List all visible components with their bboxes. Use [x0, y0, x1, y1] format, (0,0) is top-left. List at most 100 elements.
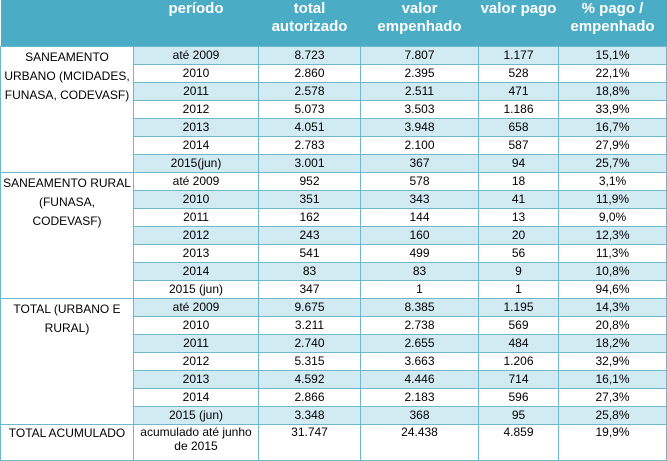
cell-total-autorizado: 541	[258, 244, 361, 263]
table-row: 2012 243 160 20 12,3%	[1, 226, 667, 245]
cell-valor-pago: 94	[478, 154, 559, 173]
header-cell-valor-empenhado: valor empenhado	[360, 0, 479, 47]
cell-periodo: 2012	[133, 100, 259, 119]
cell-periodo: 2014	[133, 136, 259, 155]
cell-valor-empenhado: 499	[360, 244, 479, 263]
cell-valor-empenhado: 2.738	[360, 316, 479, 335]
cell-percent-pago: 16,1%	[558, 370, 667, 389]
cell-valor-pago: 1.206	[478, 352, 559, 371]
cell-valor-pago: 95	[478, 406, 559, 425]
table-row: 2012 5.073 3.503 1.186 33,9%	[1, 100, 667, 119]
group-label-urbano: SANEAMENTO URBANO (MCIDADES, FUNASA, COD…	[0, 46, 134, 173]
cell-total-autorizado: 3.211	[258, 316, 361, 335]
cell-valor-empenhado: 578	[360, 172, 479, 191]
cell-percent-pago: 12,3%	[558, 226, 667, 245]
cell-valor-pago: 587	[478, 136, 559, 155]
cell-percent-pago: 27,3%	[558, 388, 667, 407]
cell-periodo: 2011	[133, 334, 259, 353]
cell-total-autorizado: 83	[258, 262, 361, 281]
cell-percent-pago: 32,9%	[558, 352, 667, 371]
cell-valor-empenhado: 3.948	[360, 118, 479, 137]
cell-total-autorizado: 31.747	[258, 424, 361, 461]
cell-percent-pago: 16,7%	[558, 118, 667, 137]
cell-percent-pago: 94,6%	[558, 280, 667, 299]
cell-valor-empenhado: 3.663	[360, 352, 479, 371]
cell-valor-pago: 4.859	[478, 424, 559, 461]
cell-periodo: 2011	[133, 208, 259, 227]
cell-valor-empenhado: 367	[360, 154, 479, 173]
header-cell-periodo: período	[133, 0, 259, 47]
cell-total-autorizado: 3.348	[258, 406, 361, 425]
cell-periodo: 2014	[133, 388, 259, 407]
table-row: SANEAMENTO URBANO (MCIDADES, FUNASA, COD…	[0, 46, 667, 173]
cell-valor-pago: 569	[478, 316, 559, 335]
cell-total-autorizado: 162	[258, 208, 361, 227]
cell-valor-pago: 1.186	[478, 100, 559, 119]
table-row: 2015 (jun) 347 1 1 94,6%	[1, 280, 667, 299]
cell-valor-empenhado: 2.395	[360, 64, 479, 83]
cell-total-autorizado: 3.001	[258, 154, 361, 173]
cell-total-autorizado: 243	[258, 226, 361, 245]
cell-valor-empenhado: 2.100	[360, 136, 479, 155]
cell-percent-pago: 18,8%	[558, 82, 667, 101]
cell-total-autorizado: 5.315	[258, 352, 361, 371]
table-row: 2015 (jun) 3.348 368 95 25,8%	[1, 406, 667, 425]
cell-total-autorizado: 2.866	[258, 388, 361, 407]
cell-valor-pago: 13	[478, 208, 559, 227]
cell-periodo: 2013	[133, 370, 259, 389]
cell-periodo: 2013	[133, 244, 259, 263]
cell-percent-pago: 25,7%	[558, 154, 667, 173]
cell-valor-pago: 1.195	[478, 298, 559, 317]
cell-valor-empenhado: 8.385	[360, 298, 479, 317]
cell-total-autorizado: 5.073	[258, 100, 361, 119]
cell-total-autorizado: 9.675	[258, 298, 361, 317]
cell-valor-pago: 658	[478, 118, 559, 137]
cell-valor-pago: 484	[478, 334, 559, 353]
cell-valor-pago: 41	[478, 190, 559, 209]
cell-periodo: 2010	[133, 64, 259, 83]
cell-valor-pago: 528	[478, 64, 559, 83]
header-cell-total-autorizado: total autorizado	[258, 0, 361, 47]
group-label-total-acumulado: TOTAL ACUMULADO	[0, 424, 134, 461]
table-row: 2011 2.740 2.655 484 18,2%	[1, 334, 667, 353]
cell-periodo: 2010	[133, 190, 259, 209]
cell-valor-pago: 1.177	[478, 46, 559, 65]
group-label-total: TOTAL (URBANO E RURAL)	[0, 298, 134, 425]
cell-total-autorizado: 347	[258, 280, 361, 299]
cell-percent-pago: 14,3%	[558, 298, 667, 317]
cell-valor-empenhado: 24.438	[360, 424, 479, 461]
table-row: 2012 5.315 3.663 1.206 32,9%	[1, 352, 667, 371]
cell-total-autorizado: 2.783	[258, 136, 361, 155]
header-cell-valor-pago: valor pago	[478, 0, 559, 47]
cell-valor-pago: 471	[478, 82, 559, 101]
table-row: 2014 2.783 2.100 587 27,9%	[1, 136, 667, 155]
table-row: 2011 162 144 13 9,0%	[1, 208, 667, 227]
cell-periodo: 2012	[133, 226, 259, 245]
cell-valor-pago: 20	[478, 226, 559, 245]
cell-valor-empenhado: 7.807	[360, 46, 479, 65]
cell-valor-empenhado: 4.446	[360, 370, 479, 389]
cell-percent-pago: 15,1%	[558, 46, 667, 65]
cell-periodo: 2012	[133, 352, 259, 371]
header-cell-group	[0, 0, 134, 47]
cell-percent-pago: 9,0%	[558, 208, 667, 227]
cell-valor-pago: 596	[478, 388, 559, 407]
table-row: 2014 83 83 9 10,8%	[1, 262, 667, 281]
table-row: 2013 4.051 3.948 658 16,7%	[1, 118, 667, 137]
cell-percent-pago: 3,1%	[558, 172, 667, 191]
cell-total-autorizado: 4.592	[258, 370, 361, 389]
cell-valor-pago: 1	[478, 280, 559, 299]
group-label-rural: SANEAMENTO RURAL (FUNASA, CODEVASF)	[0, 172, 134, 299]
cell-valor-empenhado: 2.511	[360, 82, 479, 101]
cell-percent-pago: 11,3%	[558, 244, 667, 263]
cell-valor-empenhado: 343	[360, 190, 479, 209]
cell-percent-pago: 19,9%	[558, 424, 667, 461]
cell-percent-pago: 27,9%	[558, 136, 667, 155]
cell-total-autorizado: 2.578	[258, 82, 361, 101]
cell-percent-pago: 22,1%	[558, 64, 667, 83]
cell-total-autorizado: 2.740	[258, 334, 361, 353]
cell-valor-empenhado: 160	[360, 226, 479, 245]
table-row: 2014 2.866 2.183 596 27,3%	[1, 388, 667, 407]
cell-percent-pago: 10,8%	[558, 262, 667, 281]
